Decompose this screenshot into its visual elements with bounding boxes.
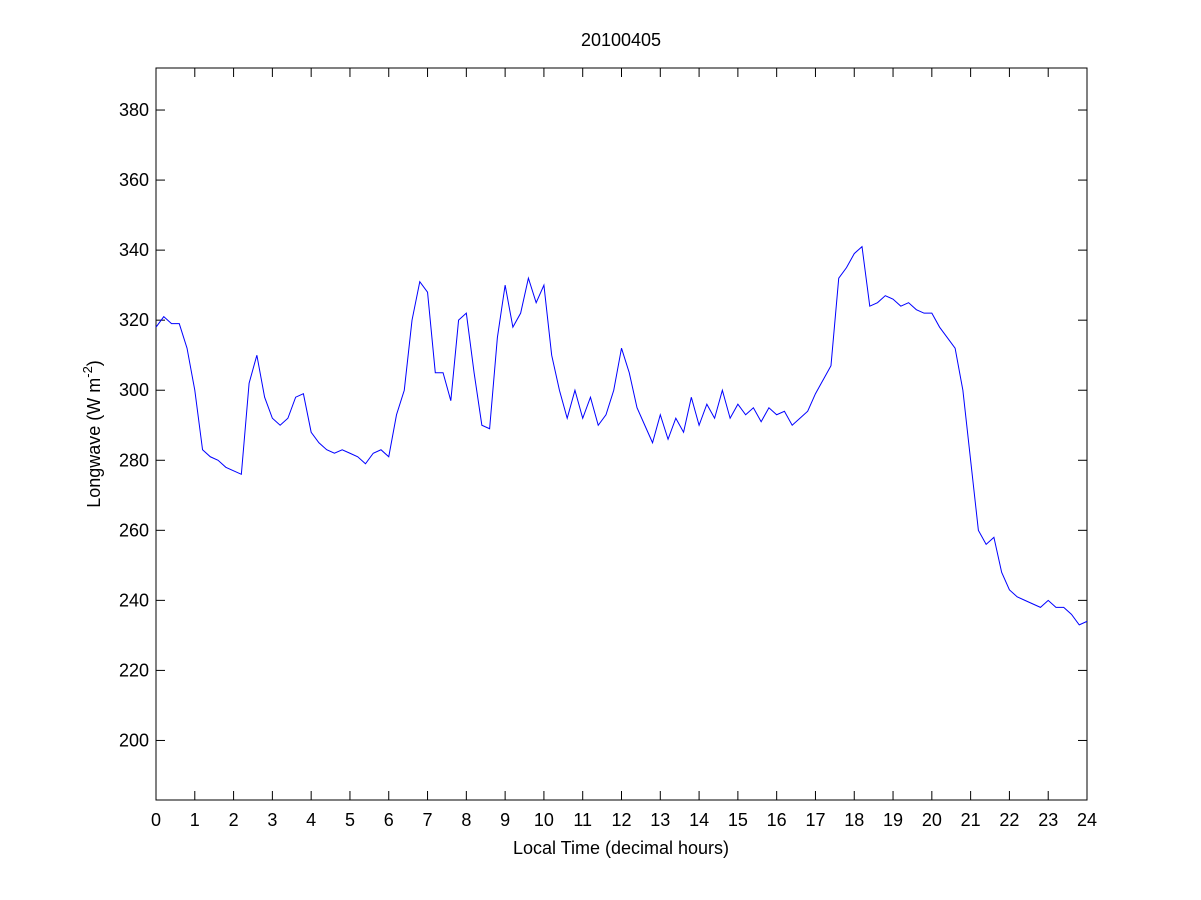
x-tick-label: 24 <box>1077 810 1097 830</box>
x-tick-label: 15 <box>728 810 748 830</box>
x-tick-label: 8 <box>461 810 471 830</box>
y-tick-label: 200 <box>119 730 149 750</box>
y-tick-label: 360 <box>119 170 149 190</box>
chart-title: 20100405 <box>581 30 661 50</box>
x-tick-label: 6 <box>384 810 394 830</box>
x-tick-label: 10 <box>534 810 554 830</box>
y-tick-label: 260 <box>119 520 149 540</box>
x-tick-label: 9 <box>500 810 510 830</box>
x-axis-label: Local Time (decimal hours) <box>513 838 729 858</box>
x-tick-label: 12 <box>611 810 631 830</box>
y-label-main: Longwave (W m <box>84 378 104 508</box>
x-tick-label: 18 <box>844 810 864 830</box>
y-label-sup: -2 <box>80 366 95 378</box>
x-tick-label: 13 <box>650 810 670 830</box>
x-tick-label: 16 <box>767 810 787 830</box>
y-label-end: ) <box>84 360 104 366</box>
x-tick-label: 19 <box>883 810 903 830</box>
x-tick-label: 4 <box>306 810 316 830</box>
x-tick-label: 1 <box>190 810 200 830</box>
x-tick-label: 20 <box>922 810 942 830</box>
y-tick-label: 280 <box>119 450 149 470</box>
x-tick-label: 2 <box>229 810 239 830</box>
x-tick-label: 17 <box>805 810 825 830</box>
y-axis-label: Longwave (W m-2) <box>80 360 104 508</box>
x-tick-label: 0 <box>151 810 161 830</box>
y-tick-label: 300 <box>119 380 149 400</box>
x-tick-label: 21 <box>961 810 981 830</box>
y-tick-label: 240 <box>119 590 149 610</box>
x-tick-label: 5 <box>345 810 355 830</box>
y-tick-label: 320 <box>119 310 149 330</box>
x-tick-label: 22 <box>999 810 1019 830</box>
data-line <box>155 245 1088 626</box>
x-tick-label: 7 <box>423 810 433 830</box>
y-tick-label: 380 <box>119 100 149 120</box>
x-tick-label: 23 <box>1038 810 1058 830</box>
x-tick-label: 14 <box>689 810 709 830</box>
axes-box <box>155 67 1088 801</box>
x-tick-label: 3 <box>267 810 277 830</box>
x-tick-label: 11 <box>573 810 592 830</box>
y-tick-label: 340 <box>119 240 149 260</box>
y-tick-label: 220 <box>119 660 149 680</box>
